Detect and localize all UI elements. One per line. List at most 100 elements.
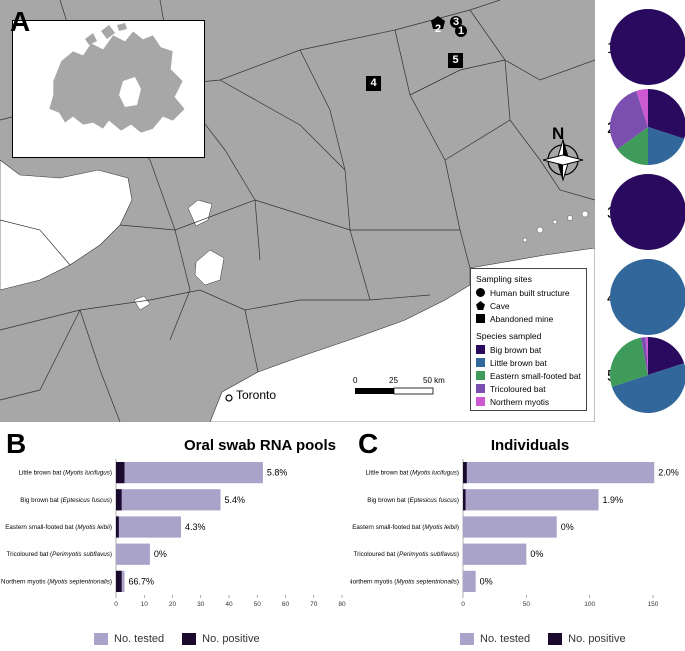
category-label: Northern myotis (Myotis septentrionalis)	[1, 578, 112, 585]
bar-positive	[463, 489, 466, 511]
north-arrow-icon	[542, 138, 584, 182]
bar-tested	[463, 489, 599, 511]
category-label: Tricoloured bat (Perimyotis subflavus)	[354, 551, 459, 558]
legend-species-4: Northern myotis	[476, 396, 549, 407]
bar-tested	[463, 570, 476, 593]
site-2-pentagon-icon	[431, 16, 445, 29]
x-tick-label: 10	[141, 601, 149, 608]
x-tick-label: 30	[197, 601, 205, 608]
legend-site-human: Human built structure	[476, 287, 570, 298]
chart-c-legend: No. tested No. positive	[460, 633, 626, 645]
hudson-bay	[119, 77, 141, 107]
pentagon-icon	[476, 301, 485, 310]
legend-species-3: Tricoloured bat	[476, 383, 546, 394]
data-label: 0%	[530, 549, 543, 559]
data-label: 66.7%	[128, 576, 154, 586]
data-label: 0%	[154, 549, 167, 559]
georgian-bay-water	[0, 159, 133, 291]
islands	[522, 210, 589, 243]
legend-species-3-label: Tricoloured bat	[490, 383, 546, 394]
swatch-positive-icon	[182, 633, 197, 645]
lake-simcoe	[194, 249, 225, 286]
legend-tested-label: No. tested	[114, 633, 165, 645]
panel-label-b: B	[6, 428, 27, 459]
legend-site-mine-label: Abandoned mine	[490, 313, 554, 324]
pie-slice	[610, 259, 685, 335]
swatch-tested-icon	[460, 633, 474, 645]
category-label: Tricoloured bat (Perimyotis subflavus)	[7, 551, 112, 558]
panel-label-a: A	[10, 6, 31, 37]
legend-positive-label: No. positive	[568, 633, 626, 645]
site-3-circle-icon	[450, 16, 462, 28]
x-tick-label: 150	[648, 601, 659, 608]
north-label: N	[552, 124, 565, 143]
bar-positive	[116, 489, 122, 511]
chart-b-legend: No. tested No. positive	[94, 633, 260, 645]
legend-species-2-label: Eastern small-footed bat	[490, 370, 581, 381]
site-markers-top	[431, 16, 467, 37]
x-tick-label: 0	[114, 601, 118, 608]
site-3-label: 3	[452, 16, 460, 28]
data-label: 0%	[480, 576, 493, 586]
bar-positive	[116, 570, 122, 593]
category-label: Little brown bat (Myotis lucifugus)	[366, 470, 459, 477]
pie-slice	[610, 337, 648, 387]
canada-inset-svg	[48, 23, 186, 134]
x-tick-label: 70	[310, 601, 318, 608]
legend-positive-label: No. positive	[202, 633, 260, 645]
scale-label-0: 0	[353, 376, 358, 385]
bar-tested	[116, 516, 181, 538]
pie-slice	[640, 337, 648, 375]
site-5-marker: 5	[448, 53, 463, 68]
bar-positive	[116, 516, 119, 538]
legend-site-mine: Abandoned mine	[476, 313, 553, 324]
x-tick-label: 80	[338, 601, 346, 608]
inset-map	[12, 20, 205, 158]
data-label: 0%	[561, 522, 574, 532]
data-label: 2.0%	[658, 468, 679, 478]
site-2-label: 2	[434, 23, 442, 35]
arctic-islands	[85, 23, 127, 45]
pie-slice	[617, 127, 648, 165]
map-legend: Sampling sites Human built structure Cav…	[470, 268, 587, 411]
category-label: Big brown bat (Eptesicus fuscus)	[367, 497, 459, 504]
pie-slice	[611, 363, 685, 413]
swatch-tested-icon	[94, 633, 108, 645]
site-1-circle-icon	[455, 25, 467, 37]
chart-b: 0 10 20 30 40 50 60 70 80 Little brown bat (Myoti…	[1, 459, 346, 608]
city-label: Toronto	[236, 388, 277, 402]
bar-tested	[463, 516, 557, 538]
x-tick-label: 50	[523, 601, 531, 608]
swatch-big-brown-icon	[476, 345, 485, 354]
square-icon	[476, 314, 485, 323]
data-label: 4.3%	[185, 522, 206, 532]
chart-c-title: Individuals	[490, 437, 570, 454]
legend-species-1: Little brown bat	[476, 357, 547, 368]
pie-slice	[610, 90, 648, 150]
swatch-eastern-icon	[476, 371, 485, 380]
lake-nipissing	[187, 199, 213, 227]
bar-tested	[463, 543, 527, 565]
category-label: Eastern small-footed bat (Myotis leibii)	[352, 524, 459, 531]
legend-sites-title: Sampling sites	[476, 274, 532, 284]
swatch-tricoloured-icon	[476, 384, 485, 393]
category-label: Big brown bat (Eptesicus fuscus)	[20, 497, 112, 504]
data-label: 1.9%	[603, 495, 624, 505]
chart-c: 0 50 100 150 Little brown bat (Myotis lucifu…	[350, 459, 679, 608]
legend-species-0: Big brown bat	[476, 344, 541, 355]
x-tick-label: 60	[282, 601, 290, 608]
category-label: Northern myotis (Myotis septentrionalis)	[350, 578, 459, 585]
data-label: 5.4%	[225, 495, 246, 505]
swatch-northern-icon	[476, 397, 485, 406]
legend-species-4-label: Northern myotis	[490, 396, 550, 407]
legend-site-cave-label: Cave	[490, 300, 510, 311]
chart-b-title: Oral swab RNA pools	[184, 437, 336, 454]
canada-shape	[48, 30, 186, 134]
legend-site-cave: Cave	[476, 300, 510, 311]
circle-icon	[476, 288, 485, 297]
pie-slice	[636, 89, 648, 127]
panel-label-c: C	[358, 428, 379, 459]
pie-slice	[648, 127, 685, 165]
category-label: Eastern small-footed bat (Myotis leibii)	[5, 524, 112, 531]
x-tick-label: 100	[584, 601, 595, 608]
